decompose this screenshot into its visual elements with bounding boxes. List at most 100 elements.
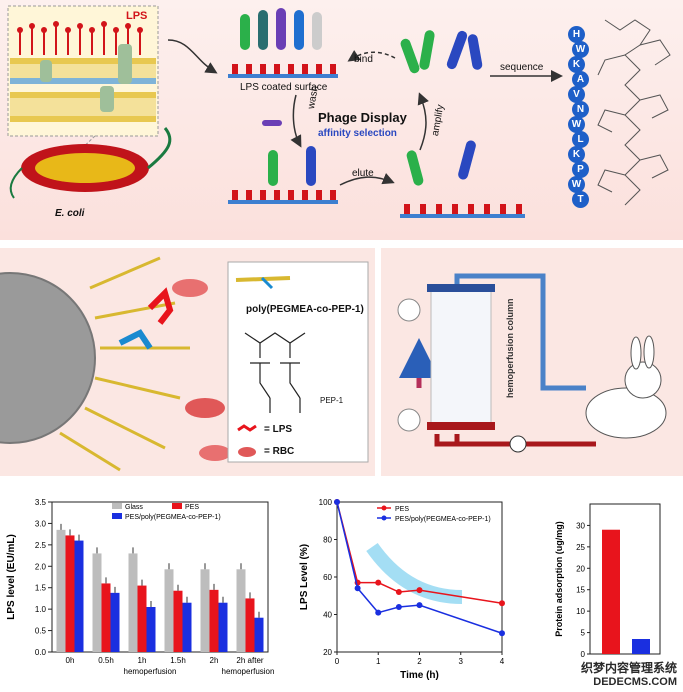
bar: [218, 602, 228, 652]
data-point: [416, 602, 423, 609]
y-tick-label: 15: [576, 586, 585, 595]
watermark-line2: DEDECMS.COM: [593, 676, 677, 688]
y-tick-label: 3.0: [35, 519, 47, 528]
bar: [236, 569, 246, 652]
bar: [74, 540, 84, 652]
y-tick-label: 40: [323, 611, 332, 620]
legend-label: PES/poly(PEGMEA-co-PEP-1): [125, 514, 221, 521]
y-tick-label: 60: [323, 573, 332, 582]
plot-frame: [51, 501, 269, 653]
plot-frame: [589, 503, 661, 655]
peptide-bead: L: [572, 131, 589, 148]
x-tick-label: 1: [376, 657, 381, 666]
protein-adsorption-chart: 0 5 10 15 20 25 30 Protein adsorption (ug/mg): [554, 503, 661, 659]
y-tick-label: 2.0: [35, 562, 47, 571]
x-tick-label: 1h: [138, 656, 147, 665]
bar: [254, 617, 264, 652]
coated-surface: [228, 74, 338, 78]
bar: [182, 602, 192, 652]
x-tick-label: 2: [417, 657, 422, 666]
y-tick-label: 20: [576, 564, 585, 573]
data-point: [334, 499, 340, 505]
x-axis-label: hemoperfusion: [124, 667, 177, 676]
x-tick-label: 2h after: [236, 656, 263, 665]
phage-display-subtitle: affinity selection: [318, 128, 397, 139]
y-tick-label: 100: [319, 498, 333, 507]
data-point: [416, 587, 423, 594]
hemoperfusion-column: [430, 289, 492, 425]
bar: [56, 529, 66, 652]
peptide-bead: H: [568, 26, 585, 43]
nanoparticle-panel: poly(PEGMEA-co-PEP-1) PEP-1 = LPS = RBC: [0, 248, 375, 476]
peptide-structure: [597, 19, 671, 206]
x-tick-label: 3: [459, 657, 464, 666]
column-label: hemoperfusion column: [505, 298, 515, 398]
peptide-bead: T: [572, 191, 589, 208]
peptide-bead: P: [572, 161, 589, 178]
y-axis-label: LPS Level (%): [299, 544, 310, 610]
data-point: [375, 609, 382, 616]
plot-frame: [336, 501, 503, 653]
data-point: [395, 589, 402, 595]
peptide-bead: K: [568, 56, 585, 73]
legend-marker: [381, 515, 387, 521]
polymer-illustration: [0, 256, 369, 472]
lps-percent-line-chart: 20 40 60 80 100 0 1 2 3 4 PES PES/poly(PEGMEA-co-PE…: [299, 498, 505, 681]
lps-label: LPS: [126, 10, 148, 22]
bar: [137, 585, 147, 652]
legend-label: Glass: [125, 504, 143, 511]
trend-arrow: [366, 542, 463, 604]
bar: [92, 553, 102, 652]
data-point: [499, 600, 505, 607]
bind-label: bind: [354, 54, 373, 65]
pep-label: PEP-1: [320, 396, 344, 405]
lps-level-bar-chart: 0.0 0.5 1.0 1.5 2.0 2.5 3.0 3.5 0h 0.5h 1h 1.5h 2h 2h…: [6, 498, 274, 676]
y-tick-label: 10: [576, 607, 585, 616]
elute-label: elute: [352, 168, 374, 179]
particle-sphere: [0, 273, 95, 443]
peptide-bead: V: [568, 86, 585, 103]
legend-swatch: [112, 503, 122, 509]
bar: [173, 590, 183, 652]
data-point: [354, 585, 361, 592]
y-tick-label: 3.5: [35, 498, 47, 507]
phage-display-illustration: [7, 5, 671, 218]
peptide-bead: W: [572, 41, 589, 58]
y-tick-label: 0.5: [35, 627, 47, 636]
bar: [65, 535, 75, 652]
lps-legend: = LPS: [264, 424, 293, 435]
series-line: [336, 501, 503, 634]
legend-marker: [381, 505, 387, 511]
y-tick-label: 20: [323, 648, 332, 657]
y-tick-label: 2.5: [35, 541, 47, 550]
y-tick-label: 1.0: [35, 605, 47, 614]
bar: [164, 569, 174, 652]
data-point: [395, 604, 402, 610]
bar: [602, 529, 620, 654]
data-point: [499, 630, 505, 637]
peptide-bead: A: [572, 71, 589, 88]
peptide-bead: W: [568, 116, 585, 133]
bar: [632, 639, 650, 654]
polymer-formula: [244, 332, 306, 413]
y-axis-label: Protein adsorption (ug/mg): [554, 521, 564, 637]
peptide-bead: N: [572, 101, 589, 118]
bar: [209, 589, 219, 652]
x-tick-label: 0h: [66, 656, 75, 665]
ecoli-label: E. coli: [55, 208, 85, 219]
legend-box: [227, 261, 369, 463]
data-point: [375, 579, 382, 586]
legend-label: PES: [185, 504, 199, 511]
x-tick-label: 1.5h: [170, 656, 186, 665]
x-tick-label: 0: [335, 657, 340, 666]
phage-display-title: Phage Display: [318, 110, 407, 125]
watermark: 织梦内容管理系统 DEDECMS.COM: [581, 659, 677, 688]
bar: [146, 607, 156, 652]
legend-label: PES: [395, 506, 409, 513]
bar: [110, 592, 120, 652]
peptide-bead: K: [568, 146, 585, 163]
peptide-bead: W: [568, 176, 585, 193]
bar: [200, 569, 210, 652]
legend-swatch: [112, 513, 122, 519]
series-line: [336, 501, 503, 604]
